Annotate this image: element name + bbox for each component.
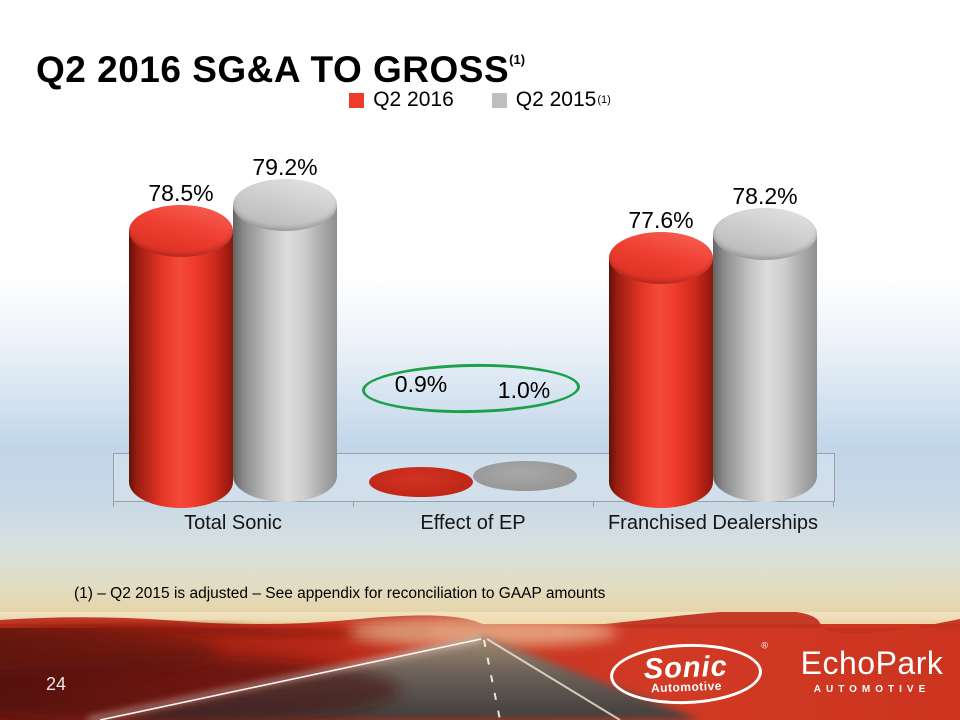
footer-road-banner: 24 ® Sonic Automotive EchoPark AUTOMOTIV…	[0, 612, 960, 720]
legend-label: Q2 2016	[373, 88, 454, 111]
echopark-logo-subtext: AUTOMOTIVE	[813, 684, 931, 695]
cylinder-bar-q2-2015-1-total-sonic-top	[233, 178, 337, 231]
cylinder-bar-q2-2016-franchised-dealerships-body	[609, 257, 713, 508]
legend-footnote-ref: (1)	[597, 94, 611, 106]
page-number: 24	[46, 674, 67, 694]
data-label-q2-2015-1-total-sonic: 79.2%	[252, 153, 318, 180]
page-title: Q2 2016 SG&A TO GROSS(1)	[36, 49, 525, 91]
legend-label: Q2 2015	[515, 88, 597, 111]
category-label-effect-of-ep: Effect of EP	[420, 512, 526, 534]
axis-tick	[593, 501, 594, 507]
cylinder-bar-q2-2016-total-sonic	[129, 205, 233, 508]
cylinder-bar-q2-2015-1-franchised-dealerships	[713, 208, 817, 502]
cylinder-bar-q2-2015-1-effect-of-ep	[473, 461, 577, 491]
cylinder-bar-q2-2016-franchised-dealerships	[609, 231, 713, 508]
legend-swatch-gray-icon	[491, 92, 507, 108]
data-label-q2-2016-total-sonic: 78.5%	[148, 180, 214, 207]
data-label-q2-2016-effect-of-ep: 0.9%	[394, 371, 448, 397]
road-scenery-graphic	[0, 612, 960, 720]
slide-footnote: (1) – Q2 2015 is adjusted – See appendix…	[74, 585, 606, 602]
cylinder-bar-q2-2016-total-sonic-body	[129, 231, 233, 508]
cylinder-bar-q2-2016-total-sonic-top	[129, 205, 233, 258]
legend-item-q2-2015: Q2 2015 (1)	[491, 88, 611, 112]
sonic-logo-wordmark: Sonic	[643, 650, 729, 685]
echopark-automotive-logo: EchoPark AUTOMOTIVE	[788, 646, 956, 695]
cylinder-bar-q2-2016-effect-of-ep	[369, 467, 473, 497]
legend-swatch-red-icon	[349, 92, 365, 108]
category-label-franchised-dealerships: Franchised Dealerships	[607, 512, 819, 534]
cylinder-bar-q2-2015-1-total-sonic-body	[233, 204, 337, 502]
echopark-logo-wordmark: EchoPark	[800, 645, 944, 681]
page-title-text: Q2 2016 SG&A TO GROSS	[36, 48, 510, 90]
data-label-q2-2015-1-effect-of-ep: 1.0%	[497, 377, 551, 403]
data-label-q2-2015-1-franchised-dealerships: 78.2%	[732, 183, 798, 210]
legend-item-q2-2016: Q2 2016	[349, 88, 454, 112]
cylinder-bar-q2-2015-1-franchised-dealerships-body	[713, 234, 817, 502]
axis-tick	[833, 501, 834, 507]
cylinder-bar-q2-2015-1-total-sonic	[233, 178, 337, 502]
sonic-logo-subtext: Automotive	[650, 678, 723, 695]
title-footnote-ref: (1)	[509, 51, 526, 67]
axis-tick	[353, 501, 354, 507]
cylinder-bar-q2-2015-1-franchised-dealerships-top	[713, 208, 817, 261]
data-label-q2-2016-franchised-dealerships: 77.6%	[628, 206, 694, 233]
axis-tick	[113, 501, 114, 507]
registered-mark-icon: ®	[761, 640, 769, 651]
chart-legend: Q2 2016 Q2 2015 (1)	[0, 88, 960, 112]
category-label-total-sonic: Total Sonic	[184, 512, 282, 534]
cylinder-bar-q2-2016-franchised-dealerships-top	[609, 231, 713, 284]
